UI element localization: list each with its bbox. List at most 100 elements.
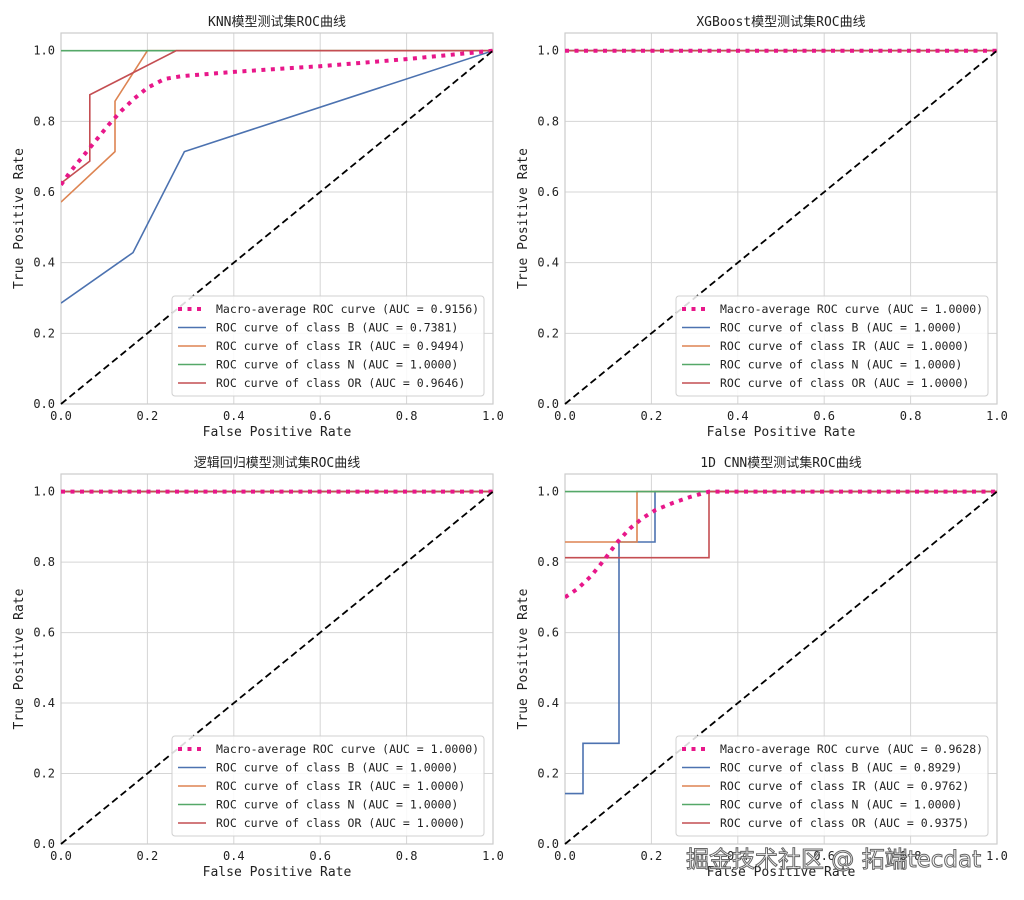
- x-tick-label: 0.0: [50, 409, 72, 423]
- plot-frame: [60, 473, 494, 845]
- roc-series-line: [61, 49, 493, 304]
- x-tick-label: 1.0: [986, 849, 1008, 863]
- y-axis-label: True Positive Rate: [516, 148, 531, 289]
- legend-entry: Macro-average ROC curve (AUC = 0.9156): [216, 302, 479, 316]
- watermark: 掘金技术社区 @ 拓端tecdat: [685, 847, 982, 874]
- chance-diagonal-line: [60, 490, 494, 845]
- x-tick-label: 0.6: [813, 409, 835, 423]
- x-tick-label: 0.2: [641, 409, 663, 423]
- legend-entry: ROC curve of class OR (AUC = 0.9646): [216, 376, 465, 390]
- legend-entry: ROC curve of class N (AUC = 1.0000): [216, 358, 458, 372]
- x-tick-label: 0.8: [900, 409, 922, 423]
- plot-frame: [564, 473, 998, 845]
- x-axis-label: False Positive Rate: [707, 865, 856, 880]
- legend-entry: ROC curve of class IR (AUC = 0.9494): [216, 339, 465, 353]
- y-tick-label: 0.6: [33, 185, 55, 199]
- x-tick-label: 0.6: [309, 849, 331, 863]
- x-tick-label: 0.8: [900, 849, 922, 863]
- roc-series-line: [565, 490, 997, 559]
- legend-entry: ROC curve of class IR (AUC = 1.0000): [720, 339, 969, 353]
- y-axis-label: True Positive Rate: [12, 588, 27, 729]
- legend-entry: Macro-average ROC curve (AUC = 1.0000): [720, 302, 983, 316]
- legend-entry: ROC curve of class B (AUC = 1.0000): [720, 321, 962, 335]
- legend-entry: ROC curve of class N (AUC = 1.0000): [720, 798, 962, 812]
- y-tick-label: 0.0: [537, 397, 559, 411]
- roc-series-line: [61, 49, 493, 203]
- legend-entry: ROC curve of class N (AUC = 1.0000): [720, 358, 962, 372]
- y-tick-label: 0.6: [537, 626, 559, 640]
- y-tick-label: 0.0: [537, 837, 559, 851]
- x-tick-label: 0.8: [396, 409, 418, 423]
- x-tick-label: 1.0: [482, 409, 504, 423]
- x-axis-label: False Positive Rate: [203, 425, 352, 440]
- plot-frame: [60, 32, 494, 405]
- y-tick-label: 1.0: [33, 44, 55, 58]
- chart-title: KNN模型测试集ROC曲线: [208, 14, 346, 30]
- legend-entry: ROC curve of class B (AUC = 0.8929): [720, 761, 962, 775]
- x-axis-label: False Positive Rate: [203, 865, 352, 880]
- x-tick-label: 0.6: [813, 849, 835, 863]
- legend-box: [675, 295, 989, 397]
- chance-diagonal-line: [60, 49, 494, 405]
- chart-title: XGBoost模型测试集ROC曲线: [696, 14, 865, 30]
- legend-entry: ROC curve of class B (AUC = 0.7381): [216, 321, 458, 335]
- roc-panel-0: 0.0 0.2 0.4 0.6 0.8 1.0 0.0 0.2 0.4 0.6 0.8 1.0 KNN模…: [12, 14, 504, 440]
- legend-entry: Macro-average ROC curve (AUC = 1.0000): [216, 742, 479, 756]
- x-tick-label: 0.2: [641, 849, 663, 863]
- legend-entry: ROC curve of class N (AUC = 1.0000): [216, 798, 458, 812]
- x-tick-label: 0.0: [50, 849, 72, 863]
- roc-panel-3: 0.0 0.2 0.4 0.6 0.8 1.0 0.0 0.2 0.4 0.6 0.8 1.0 1D C…: [516, 455, 1008, 880]
- roc-panel-2: 0.0 0.2 0.4 0.6 0.8 1.0 0.0 0.2 0.4 0.6 0.8 1.0 逻辑回归…: [12, 455, 504, 880]
- y-tick-label: 0.4: [33, 696, 55, 710]
- legend-entry: ROC curve of class IR (AUC = 1.0000): [216, 779, 465, 793]
- x-tick-label: 0.4: [727, 849, 749, 863]
- y-tick-label: 0.0: [33, 837, 55, 851]
- x-tick-label: 0.0: [554, 409, 576, 423]
- x-tick-label: 0.4: [223, 409, 245, 423]
- y-tick-label: 0.8: [33, 555, 55, 569]
- chance-diagonal-line: [564, 490, 998, 845]
- x-tick-label: 1.0: [986, 409, 1008, 423]
- legend-entry: ROC curve of class IR (AUC = 0.9762): [720, 779, 969, 793]
- x-tick-label: 0.4: [223, 849, 245, 863]
- legend-entry: Macro-average ROC curve (AUC = 0.9628): [720, 742, 983, 756]
- y-tick-label: 1.0: [537, 44, 559, 58]
- y-tick-label: 1.0: [33, 485, 55, 499]
- plot-frame: [564, 32, 998, 405]
- y-tick-label: 0.2: [33, 767, 55, 781]
- y-tick-label: 0.6: [537, 185, 559, 199]
- y-axis-label: True Positive Rate: [12, 148, 27, 289]
- y-tick-label: 0.2: [537, 326, 559, 340]
- y-tick-label: 0.0: [33, 397, 55, 411]
- x-tick-label: 0.6: [309, 409, 331, 423]
- x-tick-label: 0.0: [554, 849, 576, 863]
- x-axis-label: False Positive Rate: [707, 425, 856, 440]
- legend-box: [675, 735, 989, 837]
- y-tick-label: 0.2: [33, 326, 55, 340]
- legend-box: [171, 735, 485, 837]
- legend-entry: ROC curve of class B (AUC = 1.0000): [216, 761, 458, 775]
- y-tick-label: 0.2: [537, 767, 559, 781]
- roc-series-line: [61, 48, 493, 187]
- y-tick-label: 0.8: [33, 114, 55, 128]
- legend-entry: ROC curve of class OR (AUC = 0.9375): [720, 816, 969, 830]
- roc-series-line: [61, 49, 493, 184]
- legend-box: [171, 295, 485, 397]
- x-tick-label: 0.4: [727, 409, 749, 423]
- x-tick-label: 0.2: [137, 409, 159, 423]
- y-tick-label: 0.6: [33, 626, 55, 640]
- roc-panel-1: 0.0 0.2 0.4 0.6 0.8 1.0 0.0 0.2 0.4 0.6 0.8 1.0 XGBo…: [516, 14, 1008, 440]
- x-tick-label: 1.0: [482, 849, 504, 863]
- x-tick-label: 0.2: [137, 849, 159, 863]
- x-tick-label: 0.8: [396, 849, 418, 863]
- y-tick-label: 0.4: [537, 256, 559, 270]
- chart-title: 逻辑回归模型测试集ROC曲线: [194, 455, 360, 471]
- y-tick-label: 0.8: [537, 114, 559, 128]
- y-axis-label: True Positive Rate: [516, 588, 531, 729]
- y-tick-label: 0.4: [537, 696, 559, 710]
- y-tick-label: 0.4: [33, 256, 55, 270]
- y-tick-label: 1.0: [537, 485, 559, 499]
- chart-title: 1D CNN模型测试集ROC曲线: [700, 455, 861, 471]
- chance-diagonal-line: [564, 49, 998, 405]
